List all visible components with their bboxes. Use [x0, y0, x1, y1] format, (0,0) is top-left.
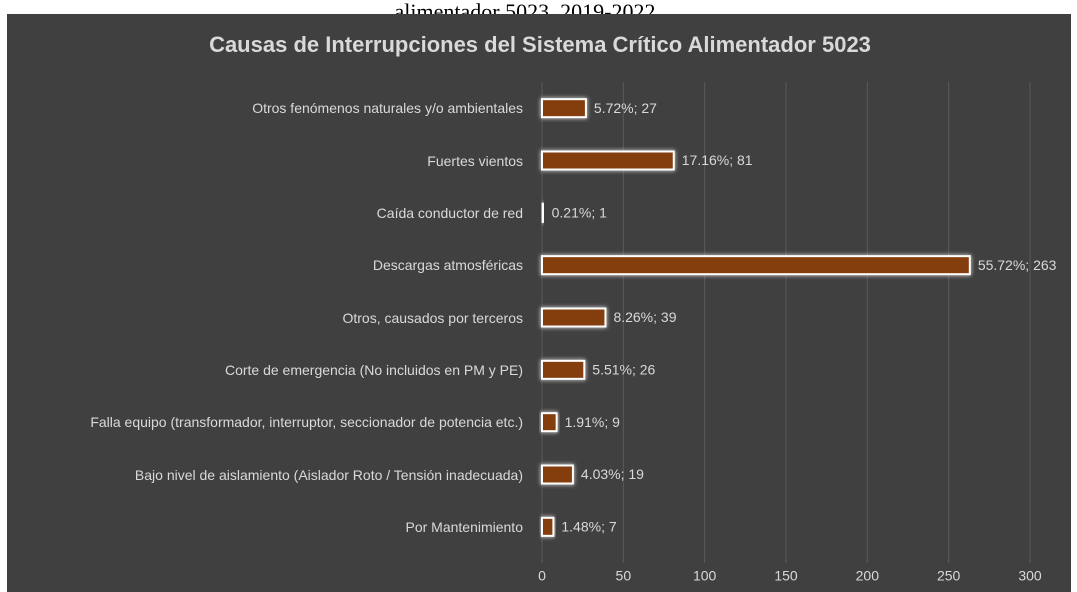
- data-label: 0.21%; 1: [552, 205, 607, 221]
- data-label: 17.16%; 81: [682, 152, 753, 168]
- x-tick-label: 150: [774, 568, 798, 584]
- bar: [541, 255, 971, 276]
- category-text: Falla equipo (transformador, interruptor…: [90, 414, 523, 431]
- x-tick-label: 200: [856, 568, 880, 584]
- y-tick-label: Falla equipo (transformador, interruptor…: [5, 413, 523, 431]
- data-label: 5.72%; 27: [594, 100, 657, 116]
- bar: [541, 307, 607, 328]
- category-text: Por Mantenimiento: [405, 518, 523, 535]
- x-tick-label: 50: [616, 568, 632, 584]
- x-tick-label: 100: [693, 568, 717, 584]
- chart-area: [7, 14, 1071, 592]
- data-label: 8.26%; 39: [613, 309, 676, 325]
- y-tick-label: Bajo nivel de aislamiento (Aislador Roto…: [5, 466, 523, 484]
- category-text: Otros fenómenos naturales y/o ambientale…: [252, 100, 523, 117]
- bar: [541, 359, 586, 380]
- bar: [541, 98, 587, 119]
- y-tick-label: Descargas atmosféricas: [5, 256, 523, 274]
- bar: [541, 412, 558, 433]
- x-tick-label: 300: [1018, 568, 1042, 584]
- category-text: Descargas atmosféricas: [372, 257, 523, 274]
- chart-title: Causas de Interrupciones del Sistema Crí…: [209, 32, 871, 57]
- bar: [541, 150, 675, 171]
- x-tick-label: 0: [538, 568, 546, 584]
- y-tick-label: Por Mantenimiento: [5, 518, 523, 536]
- bar: [541, 464, 574, 485]
- bar: [541, 516, 555, 537]
- data-label: 55.72%; 263: [978, 257, 1057, 273]
- category-text: Caída conductor de red: [376, 204, 523, 221]
- y-tick-label: Corte de emergencia (No incluidos en PM …: [5, 361, 523, 379]
- category-text: Fuertes vientos: [427, 152, 523, 169]
- data-label: 1.48%; 7: [561, 519, 616, 535]
- category-text: Corte de emergencia (No incluidos en PM …: [224, 361, 523, 378]
- y-tick-label: Otros fenómenos naturales y/o ambientale…: [5, 99, 523, 117]
- y-tick-label: Fuertes vientos: [5, 152, 523, 170]
- data-label: 5.51%; 26: [592, 362, 655, 378]
- category-text: Bajo nivel de aislamiento (Aislador Roto…: [134, 466, 523, 483]
- y-tick-label: Caída conductor de red: [5, 204, 523, 222]
- y-tick-label: Otros, causados por terceros: [5, 309, 523, 327]
- bar: [541, 202, 545, 223]
- category-text: Otros, causados por terceros: [342, 309, 523, 326]
- data-label: 1.91%; 9: [565, 414, 620, 430]
- data-label: 4.03%; 19: [581, 466, 644, 482]
- x-tick-label: 250: [937, 568, 961, 584]
